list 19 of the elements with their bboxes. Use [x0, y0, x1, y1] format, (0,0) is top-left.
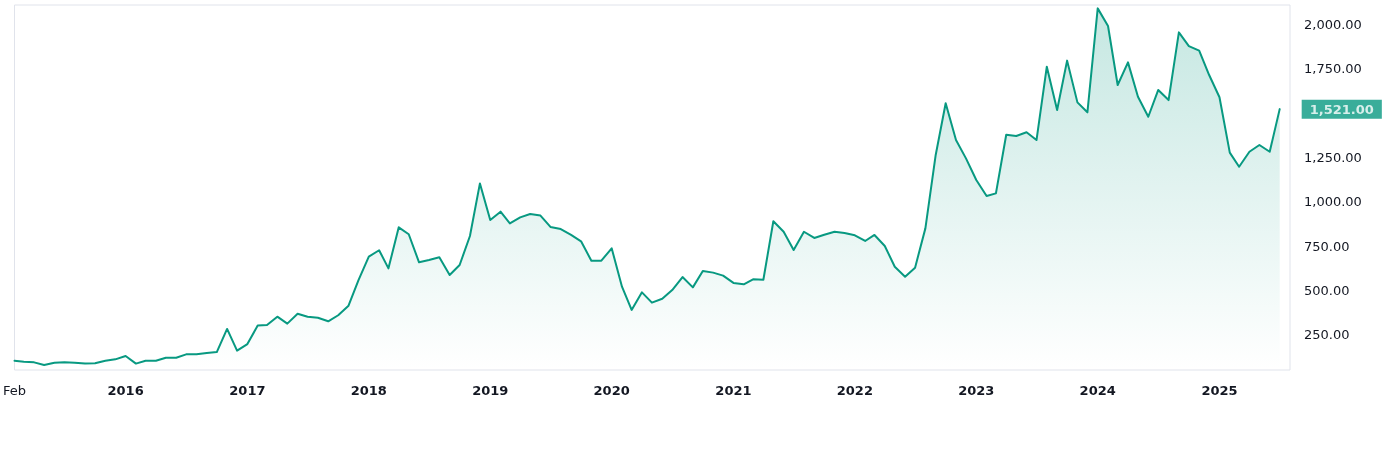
x-tick-label: Feb: [2, 383, 27, 398]
x-tick-label: 2023: [958, 383, 995, 398]
x-tick-label: 2017: [229, 383, 266, 398]
y-tick-label: 250.00: [1304, 327, 1350, 343]
y-tick-label: 750.00: [1304, 238, 1350, 254]
y-tick-label: 2,000.00: [1304, 16, 1362, 32]
y-tick-label: 1,250.00: [1304, 149, 1362, 165]
y-tick-label: 1,750.00: [1304, 60, 1362, 76]
y-tick-label: 500.00: [1304, 283, 1350, 299]
x-tick-label: 2025: [1201, 383, 1238, 398]
x-tick-label: 2016: [107, 383, 144, 398]
x-tick-label: 2024: [1079, 383, 1116, 398]
x-tick-label: 2021: [715, 383, 752, 398]
y-tick-label: 1,000.00: [1304, 194, 1362, 210]
x-tick-label: 2019: [472, 383, 509, 398]
x-tick-label: 2018: [350, 383, 387, 398]
x-tick-label: 2020: [593, 383, 630, 398]
x-tick-label: 2022: [836, 383, 873, 398]
annotation: 1,521.00: [1309, 101, 1374, 117]
